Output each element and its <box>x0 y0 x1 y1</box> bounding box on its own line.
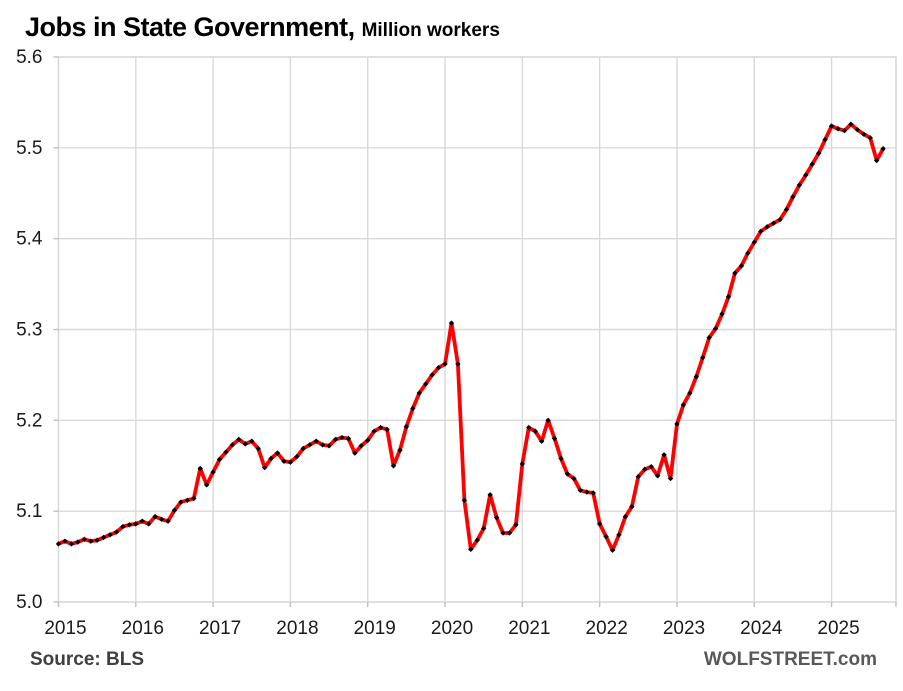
x-axis-tick-label: 2023 <box>663 618 705 639</box>
y-axis-tick-label: 5.3 <box>16 320 42 341</box>
source-note: Source: BLS <box>30 649 145 670</box>
wolfstreet-brand[interactable]: WOLFSTREET.com <box>703 649 877 670</box>
x-axis-tick-label: 2019 <box>354 618 396 639</box>
x-axis-tick-label: 2020 <box>431 618 473 639</box>
x-axis-tick-label: 2021 <box>508 618 550 639</box>
y-axis-tick-label: 5.5 <box>16 138 42 159</box>
chart-subtitle: Million workers <box>361 20 500 41</box>
y-axis-tick-label: 5.4 <box>16 229 43 250</box>
x-axis-tick-label: 2017 <box>199 618 241 639</box>
chart-title-row: Jobs in State Government, Million workers <box>25 12 500 43</box>
x-axis-tick-label: 2018 <box>276 618 318 639</box>
y-axis-tick-label: 5.6 <box>16 47 42 68</box>
x-axis-tick-label: 2025 <box>817 618 859 639</box>
x-axis-tick-label: 2022 <box>586 618 628 639</box>
y-axis-tick-label: 5.0 <box>16 592 42 613</box>
y-axis-tick-label: 5.2 <box>16 410 42 431</box>
x-axis-tick-label: 2016 <box>122 618 164 639</box>
x-axis-tick-label: 2015 <box>44 618 86 639</box>
data-markers <box>55 121 886 553</box>
x-axis-tick-label: 2024 <box>740 618 783 639</box>
chart-title: Jobs in State Government, <box>25 12 355 42</box>
y-axis-tick-label: 5.1 <box>16 501 42 522</box>
data-line <box>56 122 885 553</box>
